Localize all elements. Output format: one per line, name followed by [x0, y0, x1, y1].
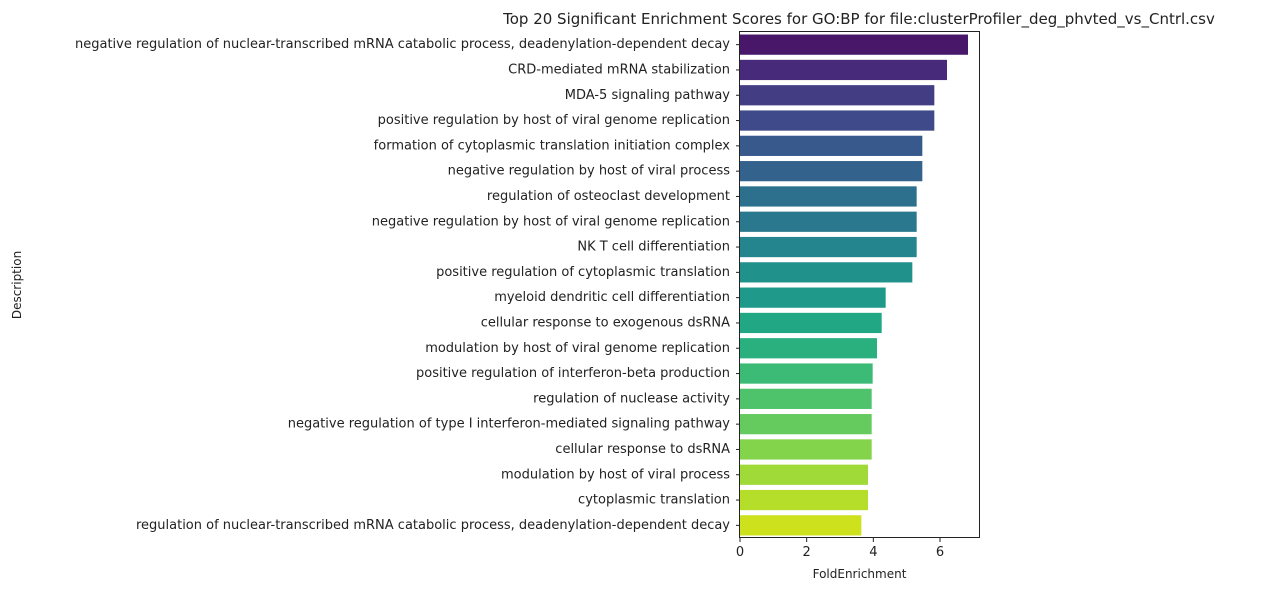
y-tick-label: negative regulation by host of viral gen… — [372, 214, 730, 229]
y-tick-label: regulation of nuclear-transcribed mRNA c… — [136, 518, 730, 533]
bar — [740, 262, 913, 283]
bar — [740, 85, 935, 106]
plot-frame — [739, 31, 980, 538]
y-tick-label: cytoplasmic translation — [578, 493, 730, 508]
x-ticks: 0 2 4 6 — [736, 538, 944, 560]
bar — [740, 110, 935, 131]
y-tick-label: positive regulation of interferon-beta p… — [416, 366, 730, 381]
y-tick-label: modulation by host of viral genome repli… — [425, 341, 730, 356]
y-tick-label: myeloid dendritic cell differentiation — [494, 290, 730, 305]
chart-title: Top 20 Significant Enrichment Scores for… — [502, 10, 1215, 29]
y-tick-label: modulation by host of viral process — [501, 467, 730, 482]
bar — [740, 489, 868, 511]
y-tick-label: MDA-5 signaling pathway — [565, 88, 731, 103]
x-tick-label: 0 — [736, 545, 744, 560]
bar — [740, 59, 947, 81]
y-tick-label: cellular response to dsRNA — [555, 442, 730, 457]
y-tick-label: negative regulation of type I interferon… — [288, 417, 731, 432]
y-tick-label: negative regulation of nuclear-transcrib… — [75, 37, 730, 52]
bar — [740, 515, 862, 536]
y-tick-label: negative regulation by host of viral pro… — [448, 164, 731, 179]
bar — [740, 414, 872, 435]
bar — [740, 439, 872, 460]
bar — [740, 186, 917, 207]
y-tick-label: CRD-mediated mRNA stabilization — [508, 62, 730, 77]
bar — [740, 135, 923, 156]
bar — [740, 236, 917, 258]
bar — [740, 464, 868, 485]
y-tick-label: formation of cytoplasmic translation ini… — [374, 138, 731, 153]
bar — [740, 363, 873, 384]
bar — [740, 338, 877, 359]
bar — [740, 211, 917, 232]
bar — [740, 34, 968, 55]
y-tick-label: NK T cell differentiation — [577, 240, 730, 255]
y-tick-labels: negative regulation of nuclear-transcrib… — [75, 37, 740, 533]
x-tick-label: 4 — [869, 545, 877, 560]
bar — [740, 388, 872, 409]
y-tick-label: regulation of nuclease activity — [533, 391, 730, 406]
bars-group — [740, 34, 968, 536]
y-tick-label: regulation of osteoclast development — [487, 189, 730, 204]
y-tick-label: positive regulation of cytoplasmic trans… — [436, 265, 730, 280]
y-tick-label: positive regulation by host of viral gen… — [378, 113, 730, 128]
y-axis-label: Description — [10, 251, 24, 319]
x-axis-label: FoldEnrichment — [813, 567, 907, 581]
y-tick-label: cellular response to exogenous dsRNA — [481, 315, 730, 330]
x-tick-label: 2 — [803, 545, 811, 560]
bar — [740, 287, 886, 308]
x-tick-label: 6 — [936, 545, 944, 560]
bar — [740, 312, 882, 334]
bar — [740, 161, 923, 182]
